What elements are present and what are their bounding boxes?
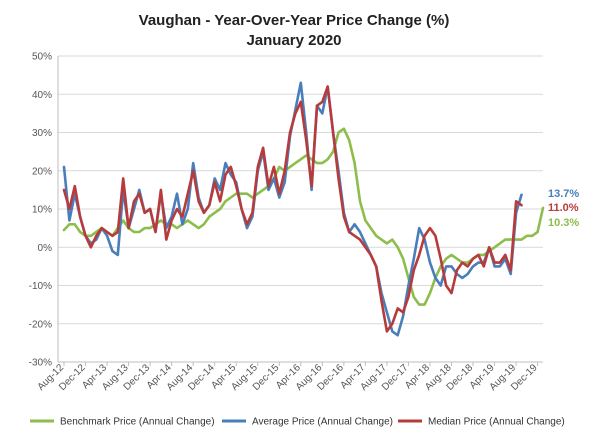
legend-label-1: Average Price (Annual Change) xyxy=(252,417,393,428)
legend-label-0: Benchmark Price (Annual Change) xyxy=(60,417,215,428)
y-tick-label: 40% xyxy=(32,90,52,101)
end-label-0: 10.3% xyxy=(548,217,579,229)
x-axis-labels: Aug-12Dec-12Apr-13Aug-13Dec-13Apr-14Aug-… xyxy=(36,362,541,393)
y-tick-label: 0% xyxy=(38,243,53,254)
end-label-2: 11.0% xyxy=(548,202,579,214)
y-tick-label: -20% xyxy=(29,319,52,330)
y-tick-label: 50% xyxy=(32,52,52,63)
y-tick-label: 20% xyxy=(32,166,52,177)
chart-subtitle: January 2020 xyxy=(246,32,341,49)
series-line-0 xyxy=(62,127,545,306)
grid-lines xyxy=(57,55,543,366)
series-lines xyxy=(62,81,545,337)
legend-label-2: Median Price (Annual Change) xyxy=(428,417,565,428)
legend: Benchmark Price (Annual Change) Average P… xyxy=(30,417,565,428)
y-tick-label: 30% xyxy=(32,128,52,139)
end-labels: 10.3% 13.7% 11.0% xyxy=(548,188,579,229)
chart-title: Vaughan - Year-Over-Year Price Change (%… xyxy=(139,12,450,29)
y-tick-label: -10% xyxy=(29,281,52,292)
series-line-2 xyxy=(62,85,523,333)
y-axis-labels: -30% -20% -10% 0% 10% 20% 30% 40% 50% xyxy=(29,52,52,369)
end-label-1: 13.7% xyxy=(548,188,579,200)
y-tick-label: -30% xyxy=(29,358,52,369)
y-tick-label: 10% xyxy=(32,205,52,216)
